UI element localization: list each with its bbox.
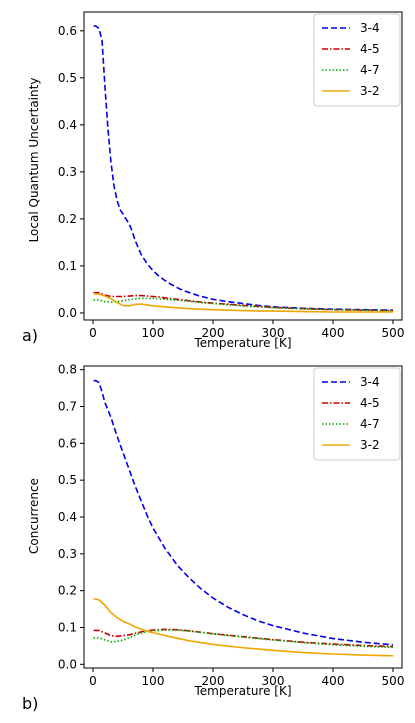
- chart0-x-axis-label: Temperature [K]: [193, 336, 291, 350]
- chart1-ytick-label: 0.3: [58, 547, 77, 561]
- chart1-panel-label: b): [22, 694, 38, 713]
- chart1-x-axis-label: Temperature [K]: [193, 684, 291, 698]
- chart1-legend-label-4-7: 4-7: [360, 417, 380, 431]
- chart0-series-group: [93, 25, 394, 313]
- chart0-series-4-5: [93, 291, 394, 312]
- chart0-xtick-label: 200: [202, 326, 225, 340]
- chart0-legend-label-4-7: 4-7: [360, 63, 380, 77]
- chart0-ytick-label: 0.1: [58, 259, 77, 273]
- chart1-y-axis-label: Concurrence: [27, 478, 41, 554]
- chart1: 0 100 200 300 400 500 0.0 0.1 0.2 0.3 0.4 0.5 0.6 0.7…: [22, 363, 404, 713]
- chart0-ytick-label: 0.2: [58, 212, 77, 226]
- chart1-xtick-label: 500: [382, 674, 405, 688]
- chart0-xtick-label: 500: [382, 326, 405, 340]
- chart0: 0 100 200 300 400 500 0.0 0.1 0.2 0.3 0.4 0.5 0.6 Tem…: [22, 11, 405, 350]
- chart1-legend: 3-4 4-5 4-7 3-2: [313, 367, 401, 461]
- chart1-series-group: [93, 379, 394, 657]
- chart0-xtick-label: 400: [322, 326, 345, 340]
- chart0-ytick-label: 0.5: [58, 71, 77, 85]
- chart0-legend-label-3-4: 3-4: [360, 21, 380, 35]
- chart0-legend-label-3-2: 3-2: [360, 84, 380, 98]
- chart0-xtick-label: 300: [262, 326, 285, 340]
- chart1-xtick-label: 100: [142, 674, 165, 688]
- chart1-series-4-7: [93, 629, 394, 649]
- chart1-series-4-5: [93, 628, 394, 648]
- chart1-series-3-4: [93, 379, 394, 646]
- chart1-ytick-label: 0.0: [58, 657, 77, 671]
- chart0-series-3-4: [93, 25, 394, 311]
- chart1-legend-label-3-4: 3-4: [360, 375, 380, 389]
- chart1-series-3-2: [93, 597, 394, 657]
- chart0-legend-label-4-5: 4-5: [360, 42, 380, 56]
- chart1-ytick-label: 0.7: [58, 400, 77, 414]
- chart1-ytick-label: 0.4: [58, 510, 77, 524]
- chart0-ytick-label: 0.3: [58, 165, 77, 179]
- chart1-xtick-label: 0: [89, 674, 97, 688]
- chart1-legend-box: [313, 367, 401, 461]
- chart1-xtick-label: 400: [322, 674, 345, 688]
- chart1-ytick-label: 0.8: [58, 363, 77, 377]
- chart1-xtick-label: 200: [202, 674, 225, 688]
- chart1-ytick-label: 0.6: [58, 436, 77, 450]
- chart0-legend: 3-4 4-5 4-7 3-2: [313, 13, 401, 107]
- chart1-ytick-label: 0.2: [58, 584, 77, 598]
- chart0-series-3-2: [93, 292, 393, 313]
- chart0-ytick-label: 0.0: [58, 306, 77, 320]
- chart0-legend-box: [313, 13, 401, 107]
- chart0-xtick-label: 100: [142, 326, 165, 340]
- chart1-legend-label-4-5: 4-5: [360, 396, 380, 410]
- chart0-ytick-label: 0.4: [58, 118, 77, 132]
- chart0-ytick-label: 0.6: [58, 24, 77, 38]
- chart0-y-axis-label: Local Quantum Uncertainty: [27, 78, 41, 243]
- chart1-ytick-label: 0.5: [58, 473, 77, 487]
- chart0-axes-frame: [83, 11, 403, 321]
- chart1-ytick-label: 0.1: [58, 620, 77, 634]
- chart1-legend-label-3-2: 3-2: [360, 438, 380, 452]
- chart1-xtick-label: 300: [262, 674, 285, 688]
- chart0-xtick-label: 0: [89, 326, 97, 340]
- chart0-panel-label: a): [22, 326, 38, 345]
